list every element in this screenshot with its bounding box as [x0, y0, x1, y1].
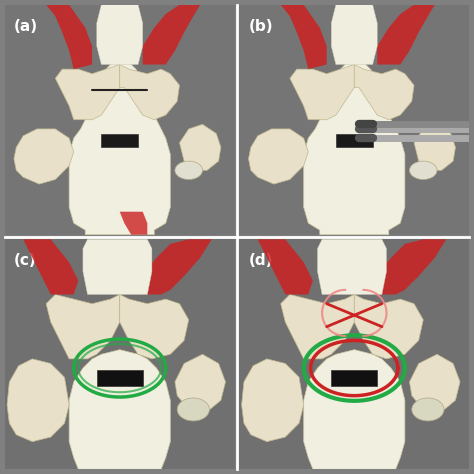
Polygon shape: [410, 354, 460, 412]
Polygon shape: [14, 129, 74, 184]
Polygon shape: [97, 5, 143, 64]
Polygon shape: [304, 60, 405, 235]
Polygon shape: [281, 294, 354, 359]
Polygon shape: [318, 239, 386, 294]
Polygon shape: [354, 64, 414, 120]
Text: (a): (a): [14, 18, 38, 34]
Text: (b): (b): [248, 18, 273, 34]
Polygon shape: [304, 350, 405, 469]
Ellipse shape: [175, 161, 202, 180]
Polygon shape: [242, 359, 304, 442]
Polygon shape: [55, 64, 120, 120]
Polygon shape: [69, 350, 170, 469]
Ellipse shape: [177, 398, 210, 421]
Polygon shape: [290, 64, 354, 120]
Polygon shape: [69, 60, 170, 235]
Polygon shape: [120, 294, 189, 359]
Polygon shape: [258, 239, 313, 294]
Ellipse shape: [410, 161, 437, 180]
Polygon shape: [175, 354, 226, 412]
Bar: [97, 370, 143, 386]
Text: (d): (d): [248, 253, 273, 268]
Polygon shape: [143, 239, 212, 294]
Text: (c): (c): [14, 253, 36, 268]
Ellipse shape: [412, 398, 444, 421]
Polygon shape: [120, 212, 147, 235]
Polygon shape: [83, 239, 152, 294]
Polygon shape: [180, 124, 221, 170]
Polygon shape: [143, 5, 200, 64]
Polygon shape: [248, 129, 308, 184]
Polygon shape: [281, 5, 327, 69]
Bar: [331, 370, 377, 386]
Polygon shape: [7, 359, 69, 442]
Polygon shape: [354, 294, 423, 359]
Polygon shape: [414, 124, 456, 170]
Polygon shape: [377, 5, 435, 64]
Polygon shape: [377, 239, 446, 294]
Bar: [336, 134, 373, 147]
Polygon shape: [23, 239, 78, 294]
Polygon shape: [331, 5, 377, 64]
Polygon shape: [120, 64, 180, 120]
Polygon shape: [46, 5, 92, 69]
Polygon shape: [46, 294, 120, 359]
Bar: [101, 134, 138, 147]
